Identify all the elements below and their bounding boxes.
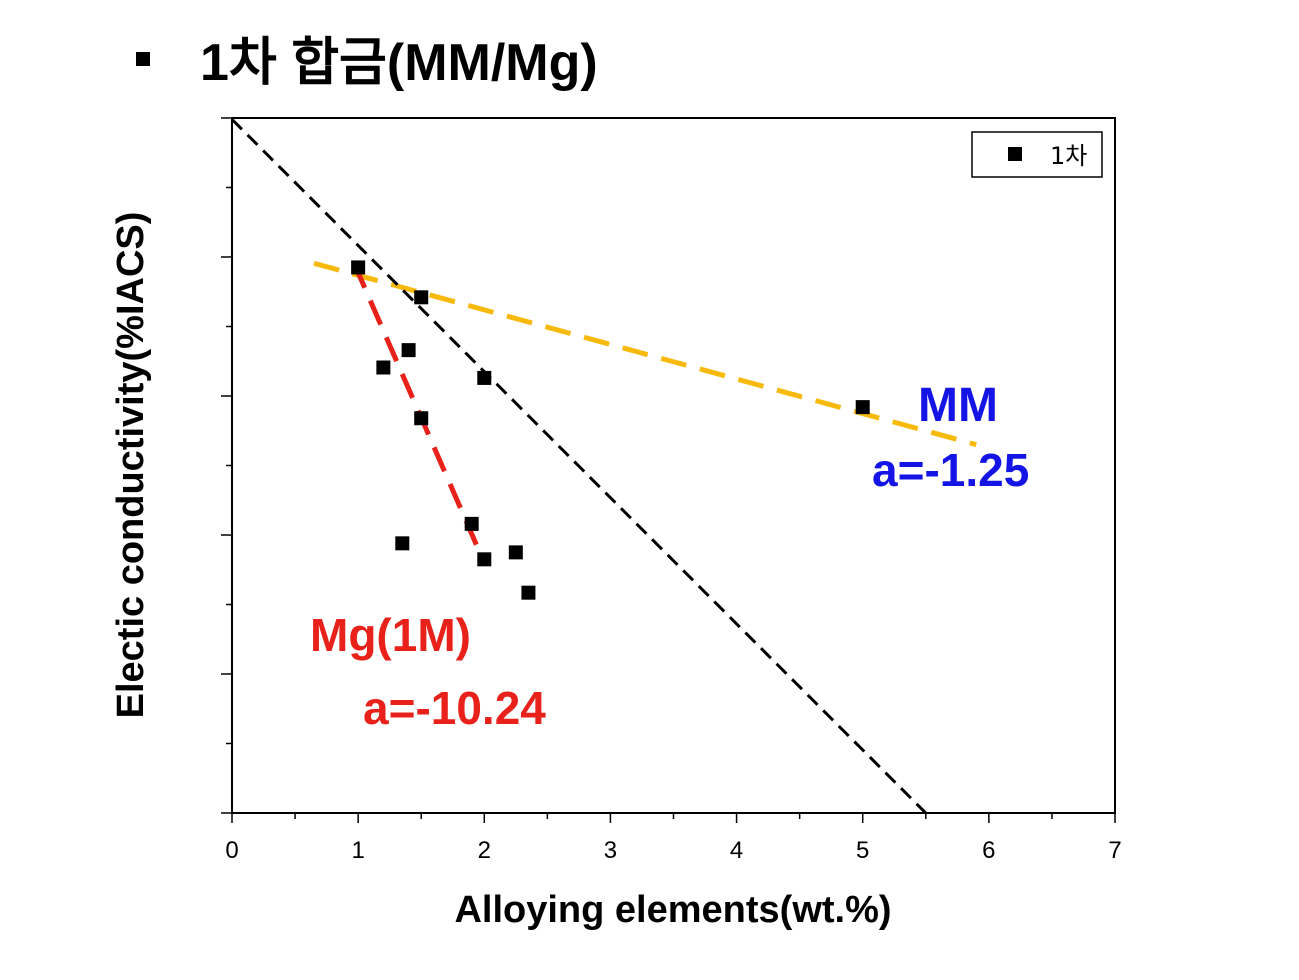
annotation-mm-slope: a=-1.25 [872, 444, 1029, 496]
data-point [395, 536, 410, 551]
x-tick-labels: 0 1 2 3 4 5 6 7 [225, 837, 1121, 864]
annotation-mg: Mg(1M) [310, 609, 471, 661]
data-point [477, 552, 492, 567]
slide-title-text: 1차 합금(MM/Mg) [200, 33, 598, 92]
data-point [477, 370, 492, 385]
data-points [351, 260, 870, 600]
x-axis-label: Alloying elements(wt.%) [454, 889, 891, 931]
legend-label: 1차 [1050, 142, 1087, 170]
data-point [351, 260, 366, 275]
legend: 1차 [971, 131, 1103, 178]
slide-title: 1차 합금(MM/Mg) [136, 22, 598, 92]
data-point [414, 411, 429, 426]
x-tick-label: 2 [478, 837, 491, 864]
x-tick-label: 0 [225, 837, 238, 864]
x-tick-label: 5 [856, 837, 869, 864]
fit-line-mm [313, 260, 977, 448]
data-point [508, 545, 523, 560]
annotation-mm: MM [918, 379, 998, 432]
data-point [414, 290, 429, 305]
data-point [521, 585, 536, 600]
x-tick-label: 1 [351, 837, 364, 864]
data-point [401, 343, 416, 358]
fit-lines [232, 118, 977, 813]
annotation-mg-slope: a=-10.24 [363, 682, 546, 734]
x-tick-label: 7 [1108, 837, 1121, 864]
y-axis-label: Electic conductivity(%IACS) [110, 212, 152, 719]
bullet-icon [136, 52, 150, 66]
data-point [464, 516, 479, 531]
data-point [376, 360, 391, 375]
y-axis-ticks [221, 117, 232, 814]
fit-line-reference [232, 118, 927, 813]
x-tick-label: 6 [982, 837, 995, 864]
x-axis-ticks [231, 813, 1116, 823]
x-tick-label: 4 [730, 837, 743, 864]
legend-box [971, 131, 1103, 178]
data-point [855, 400, 870, 415]
x-tick-label: 3 [604, 837, 617, 864]
legend-marker [1008, 147, 1022, 161]
